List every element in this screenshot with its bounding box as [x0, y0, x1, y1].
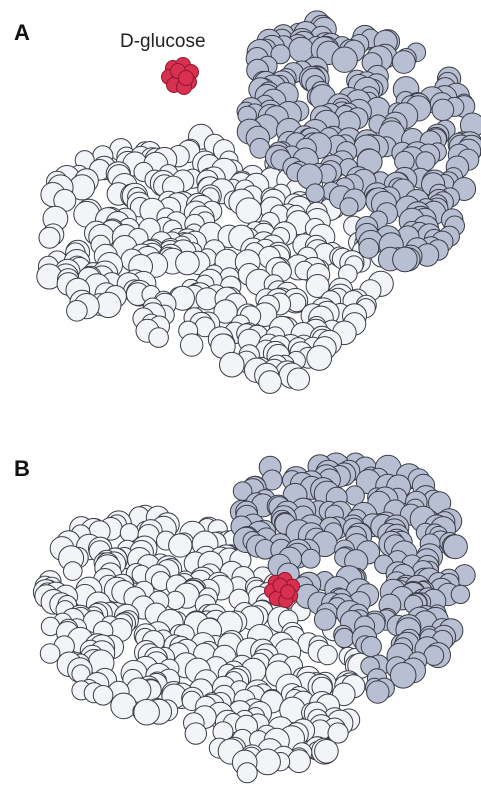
panel-b-large-domain [32, 504, 374, 784]
atom-sphere-small-domain [389, 662, 417, 689]
panel-b-label: B [14, 456, 30, 481]
panel-b: B [14, 452, 476, 784]
atom-sphere-small-domain [360, 636, 382, 658]
panel-a-large-domain [36, 123, 394, 394]
atom-sphere-large-domain [148, 327, 169, 348]
atom-sphere-large-domain [92, 685, 114, 706]
atom-sphere-large-domain [38, 226, 61, 249]
atom-sphere-small-domain [334, 627, 355, 649]
atom-sphere-large-domain [110, 692, 137, 720]
atom-sphere-large-domain [63, 561, 83, 581]
atom-sphere-small-domain [270, 44, 291, 65]
glucose-label: D-glucose [120, 31, 206, 52]
atom-sphere-large-domain [180, 333, 204, 357]
atom-sphere-small-domain [300, 548, 321, 569]
atom-sphere-large-domain [235, 197, 263, 224]
atom-sphere-small-domain [392, 246, 418, 273]
atom-sphere-large-domain [66, 300, 88, 322]
atom-sphere-large-domain [254, 748, 281, 776]
atom-sphere-large-domain [133, 698, 160, 726]
atom-sphere-large-domain [306, 345, 333, 371]
atom-sphere-large-domain [236, 762, 258, 784]
glucose-atom [178, 70, 194, 86]
panel-a-label: A [14, 20, 30, 45]
atom-sphere-large-domain [317, 644, 338, 666]
atom-sphere-large-domain [327, 722, 349, 744]
panel-a-glucose-molecule [161, 57, 199, 95]
atom-sphere-small-domain [305, 183, 325, 203]
panel-a: A D-glucose [14, 10, 481, 394]
atom-sphere-small-domain [442, 534, 468, 560]
atom-sphere-large-domain [168, 533, 193, 558]
atom-sphere-large-domain [305, 274, 330, 298]
atom-sphere-small-domain [331, 46, 358, 73]
atom-sphere-large-domain [219, 351, 245, 378]
atom-sphere-large-domain [286, 367, 310, 391]
panel-b-small-domain [229, 452, 476, 704]
atom-sphere-large-domain [258, 370, 282, 394]
atom-sphere-small-domain [431, 98, 455, 122]
atom-sphere-small-domain [358, 237, 380, 259]
atom-sphere-small-domain [450, 584, 471, 605]
atom-sphere-small-domain [339, 197, 359, 217]
atom-sphere-small-domain [366, 680, 390, 704]
panel-b-glucose-molecule [264, 571, 300, 609]
atom-sphere-large-domain [175, 250, 200, 276]
atom-sphere-large-domain [184, 722, 208, 745]
atom-sphere-small-domain [313, 608, 337, 631]
atom-sphere-small-domain [391, 50, 416, 74]
panel-a-small-domain [236, 10, 481, 273]
atom-sphere-large-domain [314, 739, 339, 764]
atom-sphere-large-domain [39, 643, 61, 664]
glucose-atom [280, 584, 296, 600]
atom-sphere-large-domain [287, 749, 311, 774]
